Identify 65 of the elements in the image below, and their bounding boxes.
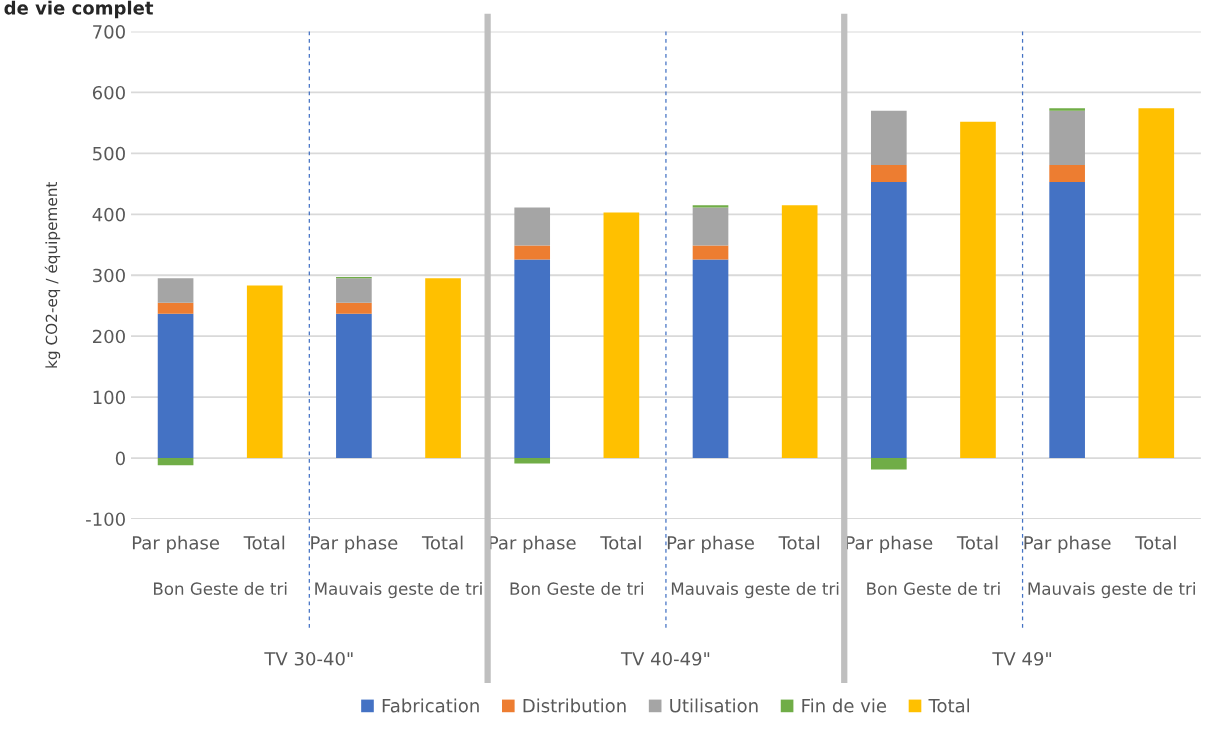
bar	[336, 302, 372, 314]
text: TV 49"	[992, 651, 1052, 666]
x-tick-label: Par phase	[667, 535, 754, 554]
bar	[514, 245, 551, 260]
text: TV 30-40"	[264, 651, 353, 666]
x-tick-label: Total	[956, 535, 998, 550]
x-tick-label: Par phase	[1024, 535, 1111, 554]
x-tick-label: Par phase	[311, 535, 398, 554]
legend-label: Fabrication	[382, 698, 479, 713]
text: Mauvais geste de tri	[315, 582, 482, 599]
legend-label: Distribution	[523, 698, 626, 713]
text: Bon Geste de tri	[867, 582, 1000, 595]
x-tick-label: Total	[778, 535, 820, 550]
bar	[781, 205, 818, 459]
x-tick-label: Par phase	[489, 535, 576, 554]
bar	[157, 458, 194, 466]
bar	[1138, 108, 1175, 459]
bar	[870, 182, 907, 459]
x-tick-label: Par phase	[132, 535, 220, 554]
x-tick-label: Total	[1135, 535, 1176, 550]
x-tick-label: Total	[600, 535, 641, 550]
text: Bon Geste de tri	[154, 582, 287, 595]
bar	[157, 278, 194, 303]
y-tick-label: 100	[93, 390, 125, 405]
bar	[1049, 164, 1085, 183]
y-tick-label: -100	[86, 512, 125, 527]
bar	[336, 313, 372, 459]
y-tick-label: 400	[92, 207, 125, 222]
bar	[870, 110, 907, 165]
y-tick-label: 0	[115, 451, 125, 466]
y-tick-label: 200	[93, 329, 125, 344]
bar	[514, 259, 551, 459]
text: Mauvais geste de tri	[1028, 582, 1195, 599]
x-tick-label: Total	[243, 535, 285, 550]
bar	[870, 164, 907, 183]
legend-label: Total	[928, 698, 970, 713]
bar	[514, 207, 551, 246]
text: Mauvais geste de tri	[671, 582, 839, 599]
bar	[1049, 182, 1085, 459]
y-tick-label: 600	[92, 85, 125, 100]
bar	[692, 205, 729, 208]
y-axis-title: kg CO2-eq / équipement	[44, 181, 61, 368]
legend-label: Utilisation	[670, 698, 758, 713]
bar	[692, 245, 729, 260]
bar	[870, 458, 907, 470]
bar	[157, 302, 194, 314]
text: TV 40-49"	[620, 651, 710, 666]
y-tick-label: 500	[93, 146, 125, 161]
bar	[603, 212, 640, 459]
bar	[157, 313, 194, 459]
y-tick-label: 700	[93, 24, 125, 39]
bar	[692, 207, 729, 246]
bar	[960, 121, 996, 459]
chart-title: de vie complet	[4, 0, 154, 19]
x-tick-label: Total	[421, 535, 463, 550]
text: Bon Geste de tri	[510, 582, 644, 595]
legend-label: Fin de vie	[802, 698, 887, 713]
bar	[692, 259, 729, 459]
bar	[514, 458, 551, 464]
bar	[246, 285, 283, 459]
y-tick-label: 300	[93, 268, 125, 283]
bar	[1049, 110, 1085, 165]
bar	[1049, 108, 1085, 111]
bar	[336, 278, 372, 303]
bar	[425, 278, 461, 459]
